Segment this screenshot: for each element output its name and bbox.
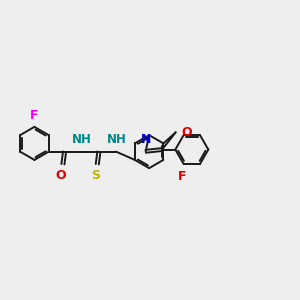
- Text: NH: NH: [72, 134, 92, 146]
- Text: F: F: [178, 170, 186, 183]
- Text: O: O: [56, 169, 66, 182]
- Text: S: S: [92, 169, 100, 182]
- Text: F: F: [30, 109, 39, 122]
- Text: NH: NH: [106, 134, 126, 146]
- Text: O: O: [181, 126, 192, 139]
- Text: N: N: [140, 133, 151, 146]
